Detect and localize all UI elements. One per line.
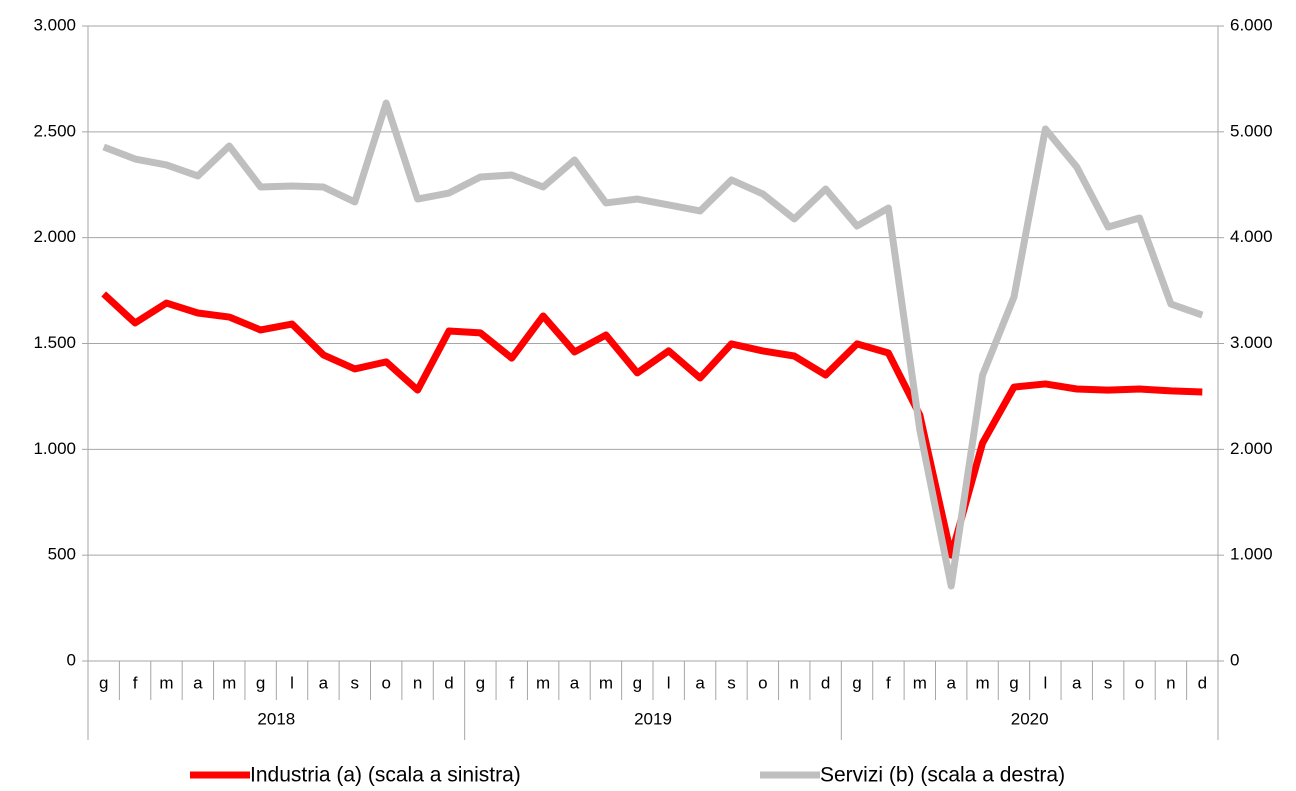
x-tick-label: d xyxy=(1198,673,1207,692)
y-tick-label: 3.000 xyxy=(33,15,76,34)
y-tick-label: 1.500 xyxy=(33,333,76,352)
y2-tick-label: 1.000 xyxy=(1230,545,1273,564)
x-tick-label: f xyxy=(886,673,891,692)
y2-tick-label: 0 xyxy=(1230,650,1239,669)
x-tick-label: n xyxy=(1166,673,1175,692)
x-tick-label: g xyxy=(852,673,861,692)
x-tick-label: n xyxy=(413,673,422,692)
x-tick-label: f xyxy=(509,673,514,692)
x-tick-label: n xyxy=(790,673,799,692)
series-line xyxy=(101,291,1203,559)
y2-tick-label: 6.000 xyxy=(1230,15,1273,34)
y2-tick-label: 3.000 xyxy=(1230,333,1273,352)
x-tick-label: a xyxy=(1072,673,1082,692)
x-tick-label: a xyxy=(570,673,580,692)
x-tick-label: a xyxy=(193,673,203,692)
x-group-label: 2019 xyxy=(634,709,672,728)
x-tick-label: a xyxy=(319,673,329,692)
x-tick-label: g xyxy=(256,673,265,692)
y-tick-label: 2.000 xyxy=(33,227,76,246)
x-tick-label: a xyxy=(695,673,705,692)
x-tick-label: m xyxy=(913,673,927,692)
y-tick-label: 1.000 xyxy=(33,439,76,458)
x-tick-label: l xyxy=(667,673,671,692)
x-tick-label: f xyxy=(133,673,138,692)
x-tick-label: s xyxy=(1104,673,1113,692)
x-tick-label: l xyxy=(1043,673,1047,692)
series-line xyxy=(102,99,1204,590)
x-tick-label: d xyxy=(821,673,830,692)
x-tick-label: o xyxy=(758,673,767,692)
y2-tick-label: 4.000 xyxy=(1230,227,1273,246)
x-tick-label: g xyxy=(633,673,642,692)
x-tick-label: o xyxy=(1135,673,1144,692)
x-tick-label: m xyxy=(536,673,550,692)
x-tick-label: g xyxy=(1009,673,1018,692)
x-group-label: 2020 xyxy=(1011,709,1049,728)
x-tick-label: o xyxy=(381,673,390,692)
x-tick-label: g xyxy=(99,673,108,692)
y-tick-label: 0 xyxy=(67,650,76,669)
x-tick-label: s xyxy=(351,673,360,692)
legend-label: Servizi (b) (scala a destra) xyxy=(820,764,1065,787)
x-tick-label: m xyxy=(599,673,613,692)
y-tick-label: 2.500 xyxy=(33,121,76,140)
y-tick-label: 500 xyxy=(48,545,76,564)
x-tick-label: m xyxy=(975,673,989,692)
y2-tick-label: 5.000 xyxy=(1230,121,1273,140)
x-tick-label: s xyxy=(727,673,736,692)
y2-tick-label: 2.000 xyxy=(1230,439,1273,458)
x-tick-label: d xyxy=(444,673,453,692)
x-tick-label: g xyxy=(476,673,485,692)
x-group-label: 2018 xyxy=(257,709,295,728)
x-tick-label: l xyxy=(290,673,294,692)
x-tick-label: m xyxy=(222,673,236,692)
x-tick-label: a xyxy=(946,673,956,692)
x-tick-label: m xyxy=(159,673,173,692)
legend-label: Industria (a) (scala a sinistra) xyxy=(250,764,521,787)
